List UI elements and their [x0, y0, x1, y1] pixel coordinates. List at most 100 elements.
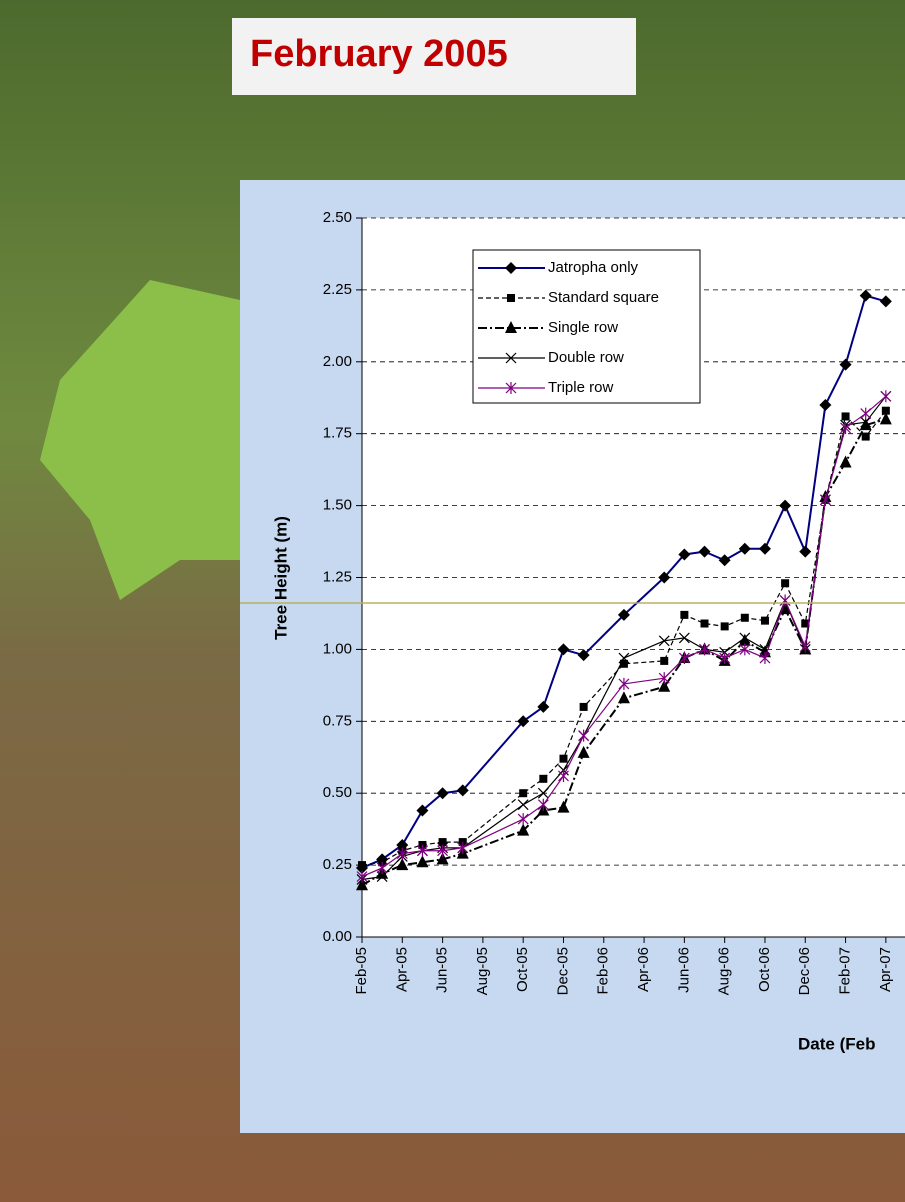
marker [519, 789, 528, 798]
y-tick-label: 1.75 [323, 425, 352, 442]
marker [678, 652, 690, 665]
marker [859, 289, 872, 302]
marker [617, 691, 630, 704]
marker [617, 608, 630, 621]
marker [358, 861, 366, 870]
marker [738, 542, 751, 555]
marker [880, 390, 892, 403]
marker [799, 640, 811, 653]
x-tick-label: Aug-06 [716, 947, 733, 995]
marker [396, 847, 408, 860]
marker [579, 702, 588, 711]
x-tick-label: Apr-07 [877, 947, 894, 992]
marker [537, 700, 550, 713]
y-tick-label: 0.00 [323, 928, 352, 945]
marker [678, 632, 690, 644]
leaf [40, 280, 240, 600]
marker [457, 841, 469, 854]
marker [860, 407, 872, 420]
y-tick-label: 2.25 [323, 281, 352, 298]
marker [416, 804, 429, 817]
x-tick-label: Feb-05 [353, 947, 370, 995]
marker [539, 774, 548, 783]
legend-marker [505, 352, 517, 364]
marker [537, 798, 549, 811]
marker [658, 635, 670, 647]
marker [436, 787, 449, 800]
marker [860, 416, 872, 428]
x-tick-label: Oct-06 [756, 947, 773, 992]
marker [879, 412, 892, 425]
marker [559, 754, 568, 763]
legend-label: Single row [548, 319, 618, 336]
legend-label: Double row [548, 349, 624, 366]
marker [760, 616, 769, 625]
marker [658, 679, 671, 692]
marker [577, 745, 590, 758]
plot [356, 217, 905, 943]
marker [839, 455, 852, 468]
marker [699, 643, 710, 656]
y-axis-label: Tree Height (m) [271, 516, 290, 640]
marker [779, 594, 791, 607]
x-tick-label: Aug-05 [474, 947, 491, 995]
marker [779, 602, 792, 615]
marker [557, 800, 570, 813]
x-tick-label: Jun-06 [675, 947, 692, 993]
marker [799, 545, 812, 558]
marker [658, 571, 671, 584]
marker [839, 358, 852, 371]
marker [720, 622, 729, 631]
marker [861, 432, 870, 441]
marker [618, 677, 630, 690]
marker [759, 643, 771, 655]
marker [437, 844, 449, 857]
marker [517, 715, 530, 728]
marker [841, 412, 850, 421]
marker [700, 619, 709, 628]
marker [698, 545, 711, 558]
marker [739, 643, 751, 656]
x-tick-label: Feb-07 [837, 947, 854, 995]
marker [537, 787, 549, 799]
marker [356, 878, 368, 891]
legend-marker [507, 294, 515, 302]
y-tick-label: 1.00 [323, 640, 352, 657]
x-tick-label: Dec-06 [796, 947, 813, 995]
marker [517, 813, 529, 826]
marker [416, 855, 429, 868]
marker [356, 870, 368, 883]
marker [739, 632, 751, 644]
x-tick-label: Apr-05 [393, 947, 410, 992]
y-tick-label: 1.50 [323, 497, 352, 514]
marker [517, 823, 530, 836]
marker [718, 554, 731, 567]
legend-label: Jatropha only [548, 259, 639, 276]
marker [376, 861, 388, 874]
y-tick-label: 0.50 [323, 784, 352, 801]
marker [517, 799, 529, 811]
marker [376, 871, 388, 883]
marker [680, 610, 689, 619]
x-tick-label: Apr-06 [635, 947, 652, 992]
marker [801, 619, 810, 628]
marker [779, 499, 792, 512]
y-tick-label: 2.50 [323, 209, 352, 226]
legend-label: Triple row [548, 379, 613, 396]
x-tick-label: Dec-05 [554, 947, 571, 995]
title-box [232, 18, 636, 95]
marker [678, 548, 691, 561]
marker [557, 643, 570, 656]
y-tick-label: 1.25 [323, 568, 352, 585]
marker [759, 652, 771, 665]
legend-label: Standard square [548, 289, 659, 306]
marker [738, 633, 751, 646]
marker [658, 672, 670, 685]
marker [881, 406, 890, 415]
marker [436, 852, 449, 865]
marker [660, 656, 669, 665]
marker [577, 649, 590, 662]
marker [578, 729, 590, 742]
marker [879, 295, 892, 308]
